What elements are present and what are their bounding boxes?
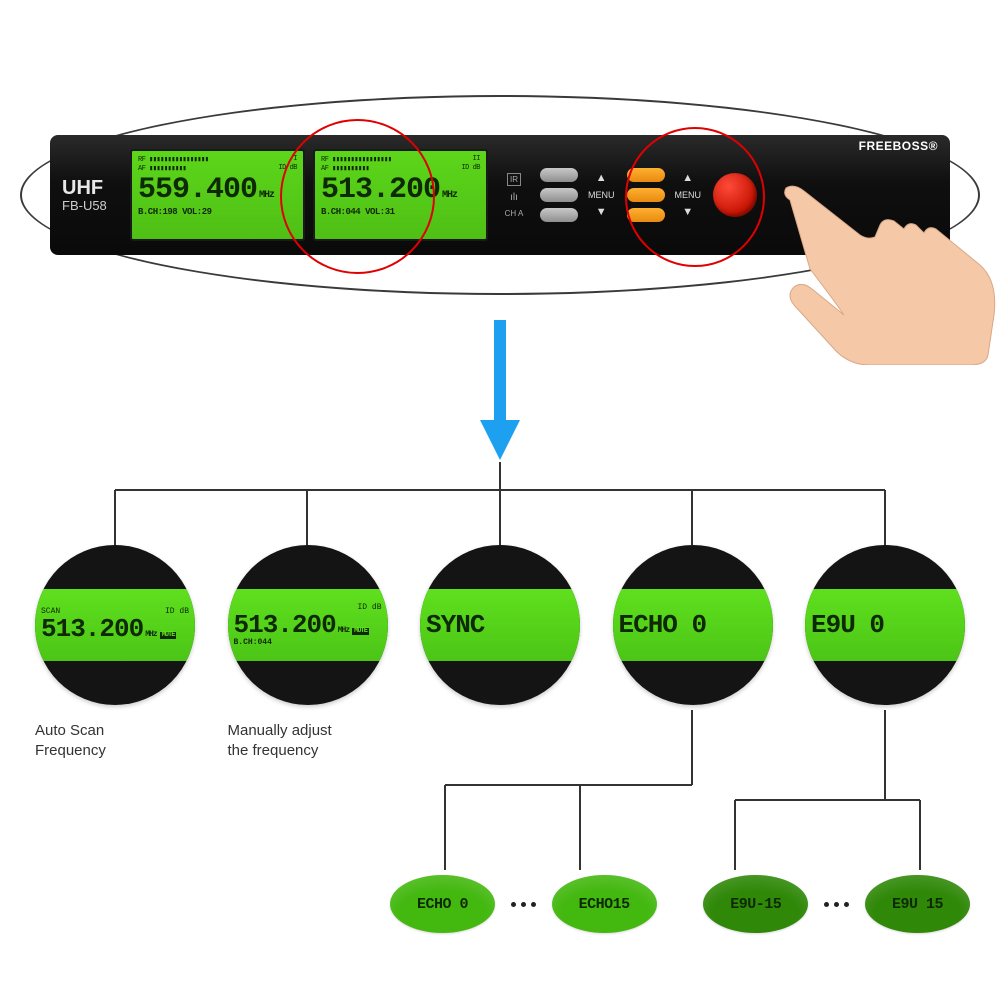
icon-block: IR ılı CH A bbox=[500, 173, 528, 218]
brand-label: FREEBOSS® bbox=[859, 139, 938, 153]
red-highlight-lcd2 bbox=[280, 119, 435, 274]
cha-label: CH A bbox=[500, 209, 528, 218]
display-circle-1: ID dB513.200MHzMUTEB.CH:044 bbox=[228, 545, 388, 705]
display-item-3: ECHO 0 bbox=[608, 545, 778, 762]
model-label: UHF FB-U58 bbox=[62, 178, 122, 213]
gray-button-a3[interactable] bbox=[540, 208, 578, 222]
display-0-caption: Auto ScanFrequency bbox=[35, 721, 195, 762]
display-circle-3: ECHO 0 bbox=[613, 545, 773, 705]
menu-group-a: ▲ MENU ▼ bbox=[588, 172, 615, 218]
display-4-big: E9U 0 bbox=[811, 612, 959, 638]
display-item-4: E9U 0 bbox=[800, 545, 970, 762]
display-0-topright: ID dB bbox=[165, 608, 189, 616]
red-highlight-buttons bbox=[625, 127, 765, 267]
lcd2-rf-r: II bbox=[473, 155, 480, 164]
model-line1: UHF bbox=[62, 178, 122, 199]
display-1-caption: Manually adjustthe frequency bbox=[228, 721, 388, 762]
display-2-big: SYNC bbox=[426, 612, 574, 638]
lcd2-unit: MHz bbox=[442, 190, 457, 201]
dots-separator-icon bbox=[508, 875, 538, 933]
lcd-channel-1: RF ▮▮▮▮▮▮▮▮▮▮▮▮▮▮▮▮ I AF ▮▮▮▮▮▮▮▮▮▮ ID d… bbox=[130, 149, 305, 241]
display-item-1: ID dB513.200MHzMUTEB.CH:044 Manually adju… bbox=[223, 545, 393, 762]
dots-separator-icon bbox=[822, 875, 852, 933]
display-1-bch: B.CH:044 bbox=[234, 638, 382, 647]
display-circle-4: E9U 0 bbox=[805, 545, 965, 705]
mini-equ-minus15: E9U-15 bbox=[703, 875, 808, 933]
up-arrow-a: ▲ bbox=[596, 172, 607, 184]
gray-button-column-a bbox=[540, 168, 578, 222]
display-3-big: ECHO 0 bbox=[619, 612, 767, 638]
model-line2: FB-U58 bbox=[62, 199, 122, 213]
menu-display-row: SCANID dB513.200MHzMUTE Auto ScanFrequenc… bbox=[30, 545, 970, 762]
display-1-big: 513.200MHzMUTE bbox=[234, 612, 382, 638]
gray-button-a1[interactable] bbox=[540, 168, 578, 182]
mini-equ-15: E9U 15 bbox=[865, 875, 970, 933]
mini-ellipse-row: ECHO 0 ECHO15 E9U-15 E9U 15 bbox=[390, 875, 970, 933]
display-circle-0: SCANID dB513.200MHzMUTE bbox=[35, 545, 195, 705]
mini-echo-15: ECHO15 bbox=[552, 875, 657, 933]
display-item-2: SYNC bbox=[415, 545, 585, 762]
display-0-big: 513.200MHzMUTE bbox=[41, 616, 189, 642]
lcd1-unit: MHz bbox=[259, 190, 274, 201]
receiver-panel: FREEBOSS® UHF FB-U58 RF ▮▮▮▮▮▮▮▮▮▮▮▮▮▮▮▮… bbox=[50, 135, 950, 255]
lcd1-bottom: B.CH:198 VOL:29 bbox=[138, 207, 297, 217]
display-1-topright: ID dB bbox=[357, 604, 381, 612]
lcd1-rf: RF ▮▮▮▮▮▮▮▮▮▮▮▮▮▮▮▮ bbox=[138, 155, 209, 164]
display-circle-2: SYNC bbox=[420, 545, 580, 705]
ir-icon: IR bbox=[507, 173, 521, 186]
gray-button-a2[interactable] bbox=[540, 188, 578, 202]
menu-label-a: MENU bbox=[588, 190, 615, 200]
display-item-0: SCANID dB513.200MHzMUTE Auto ScanFrequenc… bbox=[30, 545, 200, 762]
lcd1-freq: 559.400 bbox=[138, 173, 257, 207]
blue-down-arrow-icon bbox=[480, 320, 520, 460]
mini-echo-0: ECHO 0 bbox=[390, 875, 495, 933]
down-arrow-a: ▼ bbox=[596, 206, 607, 218]
signal-icon: ılı bbox=[500, 192, 528, 203]
lcd2-af-r: ID dB bbox=[461, 164, 480, 173]
lcd1-af: AF ▮▮▮▮▮▮▮▮▮▮ bbox=[138, 164, 186, 173]
